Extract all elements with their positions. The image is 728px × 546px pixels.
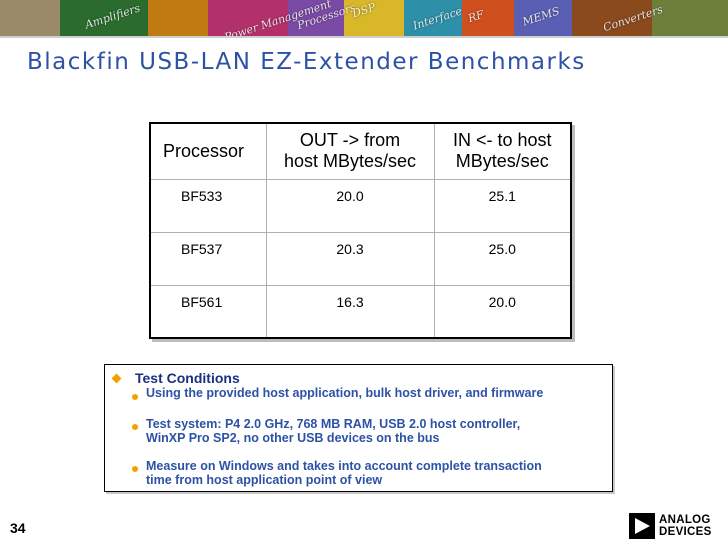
cell-out: 16.3	[265, 284, 435, 339]
condition-item: Measure on Windows and takes into accoun…	[146, 459, 542, 487]
header-banner: Amplifiers Power Management Processors D…	[0, 0, 728, 36]
condition-item: Using the provided host application, bul…	[146, 386, 543, 400]
table-header-row: Processor OUT -> from host MBytes/sec IN…	[149, 122, 572, 180]
banner-tile	[462, 0, 514, 36]
condition-line: WinXP Pro SP2, no other USB devices on t…	[146, 431, 440, 445]
cell-processor: BF533	[149, 178, 267, 233]
banner-tile	[148, 0, 208, 36]
header-text: OUT -> from	[299, 130, 401, 151]
slide-title: Blackfin USB-LAN EZ-Extender Benchmarks	[27, 49, 586, 75]
banner-tile	[514, 0, 572, 36]
condition-line: Measure on Windows and takes into accoun…	[146, 459, 542, 473]
cell-in: 25.1	[433, 178, 572, 233]
bullet-dot-icon	[132, 394, 138, 400]
table-row: BF561 16.3 20.0	[149, 284, 572, 339]
banner-tile	[60, 0, 148, 36]
condition-line: Test system: P4 2.0 GHz, 768 MB RAM, USB…	[146, 417, 521, 431]
logo-text-line2: DEVICES	[659, 526, 712, 538]
condition-line: Using the provided host application, bul…	[146, 386, 544, 400]
condition-line: time from host application point of view	[146, 473, 383, 487]
logo-triangle-icon	[629, 513, 655, 539]
banner-tile	[652, 0, 728, 36]
analog-devices-logo: ANALOG DEVICES	[629, 513, 721, 539]
banner-tile	[288, 0, 344, 36]
table-row: BF533 20.0 25.1	[149, 178, 572, 233]
banner-divider	[0, 36, 728, 38]
test-conditions-box: Test Conditions Using the provided host …	[104, 364, 613, 492]
header-text: IN <- to host	[452, 130, 552, 151]
page-number: 34	[10, 520, 26, 536]
logo-text-line1: ANALOG	[659, 514, 711, 526]
cell-in: 20.0	[433, 284, 572, 339]
bullet-dot-icon	[132, 466, 138, 472]
column-header-in: IN <- to host MBytes/sec	[433, 122, 572, 180]
header-text: host MBytes/sec	[283, 151, 417, 172]
benchmark-table: Processor OUT -> from host MBytes/sec IN…	[149, 122, 572, 339]
banner-tile	[208, 0, 288, 36]
banner-tile	[572, 0, 652, 36]
conditions-heading: Test Conditions	[119, 370, 240, 386]
bullet-dot-icon	[132, 424, 138, 430]
header-text: Processor	[163, 140, 245, 161]
column-header-out: OUT -> from host MBytes/sec	[265, 122, 435, 180]
cell-out: 20.0	[265, 178, 435, 233]
column-header-processor: Processor	[149, 122, 267, 180]
cell-processor: BF537	[149, 231, 267, 286]
heading-text: Test Conditions	[135, 370, 240, 386]
banner-tile	[0, 0, 60, 36]
cell-processor: BF561	[149, 284, 267, 339]
header-text: MBytes/sec	[455, 151, 549, 172]
cell-in: 25.0	[433, 231, 572, 286]
table-row: BF537 20.3 25.0	[149, 231, 572, 286]
condition-item: Test system: P4 2.0 GHz, 768 MB RAM, USB…	[146, 417, 520, 445]
banner-tile	[404, 0, 462, 36]
banner-tile	[344, 0, 404, 36]
cell-out: 20.3	[265, 231, 435, 286]
